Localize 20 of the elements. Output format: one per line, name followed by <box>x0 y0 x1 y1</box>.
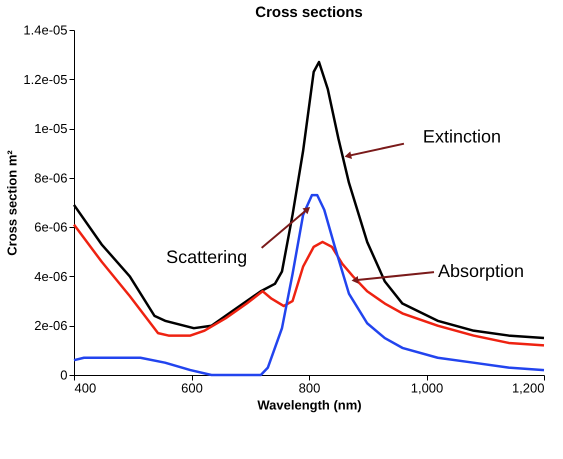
annotation: Extinction <box>422 126 501 147</box>
chart-title: Cross sections <box>255 4 363 21</box>
x-tick-label: 800 <box>298 380 320 396</box>
y-axis-title: Cross section m² <box>4 150 20 256</box>
line-series <box>72 223 546 347</box>
y-tick-label: 4e-06 <box>34 268 68 284</box>
x-tick-label: 400 <box>74 380 96 396</box>
x-tick-label: 600 <box>181 380 203 396</box>
x-tick-label: 1,000 <box>410 380 444 396</box>
y-tick-label: 2e-06 <box>34 318 68 334</box>
y-tick-label: 1.4e-05 <box>23 22 68 38</box>
y-tick-label: 1e-05 <box>34 121 68 136</box>
y-tick-label: 6e-06 <box>34 220 68 235</box>
annotation: Absorption <box>438 261 524 282</box>
y-tick-label: 1.2e-05 <box>23 72 68 87</box>
annotation: Scattering <box>166 246 248 267</box>
y-tick-label: 0 <box>60 368 68 382</box>
x-tick-label: 1,200 <box>512 380 544 396</box>
x-axis-title: Wavelength (nm) <box>257 398 362 412</box>
y-tick-label: 8e-06 <box>34 170 68 186</box>
